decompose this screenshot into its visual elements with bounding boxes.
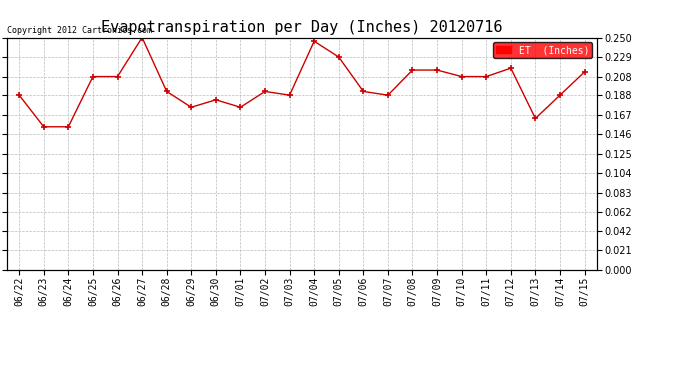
Title: Evapotranspiration per Day (Inches) 20120716: Evapotranspiration per Day (Inches) 2012… (101, 20, 502, 35)
Legend: ET  (Inches): ET (Inches) (493, 42, 592, 58)
Text: Copyright 2012 Cartronics.com: Copyright 2012 Cartronics.com (7, 26, 152, 35)
